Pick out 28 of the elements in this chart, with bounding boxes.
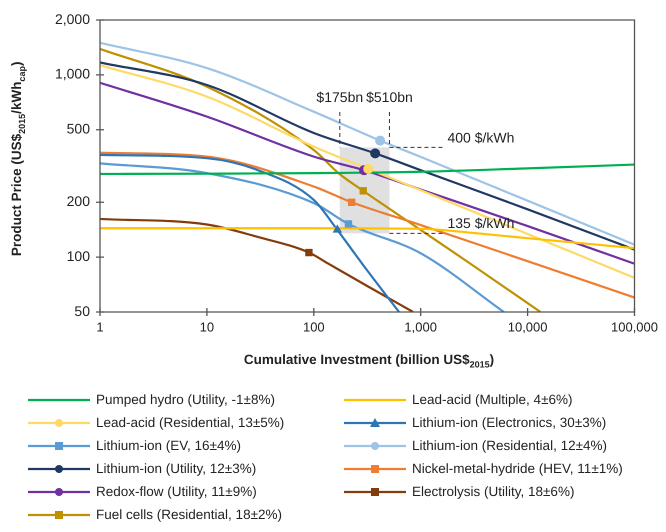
legend-label: Lead-acid (Residential, 13±5%) bbox=[96, 415, 284, 430]
x-tick-label: 1 bbox=[96, 319, 104, 334]
x-tick-label: 100 bbox=[302, 319, 325, 334]
y-tick-label: 2,000 bbox=[54, 10, 90, 27]
line-series bbox=[100, 163, 635, 176]
y-tick-label: 50 bbox=[74, 302, 90, 319]
ref-line-label: 400 $/kWh bbox=[447, 129, 514, 146]
x-axis-title: Cumulative Investment (billion US$$_{2015}$) bbox=[242, 352, 496, 370]
legend-label: Lithium-ion (Electronics, 30±3%) bbox=[412, 415, 606, 430]
legend-label: Lithium-ion (Utility, 12±3%) bbox=[96, 461, 256, 476]
legend-label: Pumped hydro (Utility, -1±8%) bbox=[96, 392, 275, 407]
y-tick-label: 100 bbox=[66, 248, 90, 264]
x-tick-label: 1,000 bbox=[404, 319, 437, 334]
ref-line-label: $175bn bbox=[316, 88, 364, 105]
legend-label: Electrolysis (Utility, 18±6%) bbox=[412, 484, 574, 499]
legend-label: Redox-flow (Utility, 11±9%) bbox=[96, 484, 257, 499]
x-tick-label: 10,000 bbox=[508, 319, 548, 334]
legend-label: Lithium-ion (EV, 16±4%) bbox=[96, 438, 241, 453]
y-tick-label: 500 bbox=[66, 120, 90, 137]
y-tick-label: 200 bbox=[66, 193, 90, 210]
ref-line-label: $510bn bbox=[366, 88, 413, 105]
legend-label: Lead-acid (Multiple, 4±6%) bbox=[412, 392, 572, 407]
legend-label: Nickel-metal-hydride (HEV, 11±1%) bbox=[412, 461, 623, 476]
legend-label: Lithium-ion (Residential, 12±4%) bbox=[412, 438, 607, 453]
legend-label: Fuel cells (Residential, 18±2%) bbox=[96, 507, 282, 522]
y-tick-label: 1,000 bbox=[54, 66, 90, 82]
x-tick-label: 10 bbox=[200, 319, 214, 334]
x-tick-label: 100,000 bbox=[611, 319, 658, 334]
